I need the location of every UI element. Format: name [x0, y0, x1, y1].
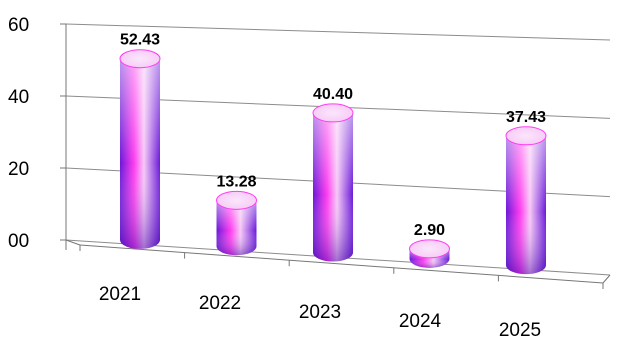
bar [409, 239, 450, 268]
data-label: 2.90 [414, 222, 445, 239]
x-tick-label: 2023 [299, 302, 341, 323]
bar-top [505, 126, 547, 146]
y-tick-label: 40 [8, 87, 29, 108]
depth-line [66, 24, 80, 30]
data-label: 13.28 [216, 173, 256, 190]
x-tick-label: 2025 [499, 320, 541, 341]
axes [60, 23, 611, 289]
x-axis-line [79, 244, 604, 284]
bar [312, 103, 354, 262]
bar-shade [313, 112, 353, 262]
labels: 00 20 40 60 52.43 2021 13.28 2022 40.40 2023 2.90 2… [8, 15, 546, 341]
data-label: 52.43 [120, 32, 160, 49]
bar-shade [216, 200, 257, 256]
bar-top [409, 239, 450, 259]
x-tick-label: 2022 [199, 293, 241, 314]
y-tick-label: 60 [8, 15, 29, 36]
x-tick-label: 2021 [99, 284, 141, 305]
bar-top [312, 103, 354, 123]
y-tick-label: 20 [8, 159, 29, 180]
bar [119, 49, 161, 249]
bars [119, 49, 547, 275]
x-tick-label: 2024 [399, 311, 442, 332]
floor-right-edge [602, 274, 611, 284]
floor-left-edge [65, 239, 81, 246]
bar [216, 190, 257, 256]
bar-top [216, 190, 257, 210]
bar [505, 126, 547, 275]
bar-top [119, 49, 161, 69]
bar-shade [506, 135, 546, 275]
bar-shade [120, 58, 160, 249]
gridline [65, 23, 611, 41]
data-label: 40.40 [313, 86, 353, 103]
y-tick-label: 00 [8, 231, 29, 252]
data-label: 37.43 [506, 109, 546, 126]
